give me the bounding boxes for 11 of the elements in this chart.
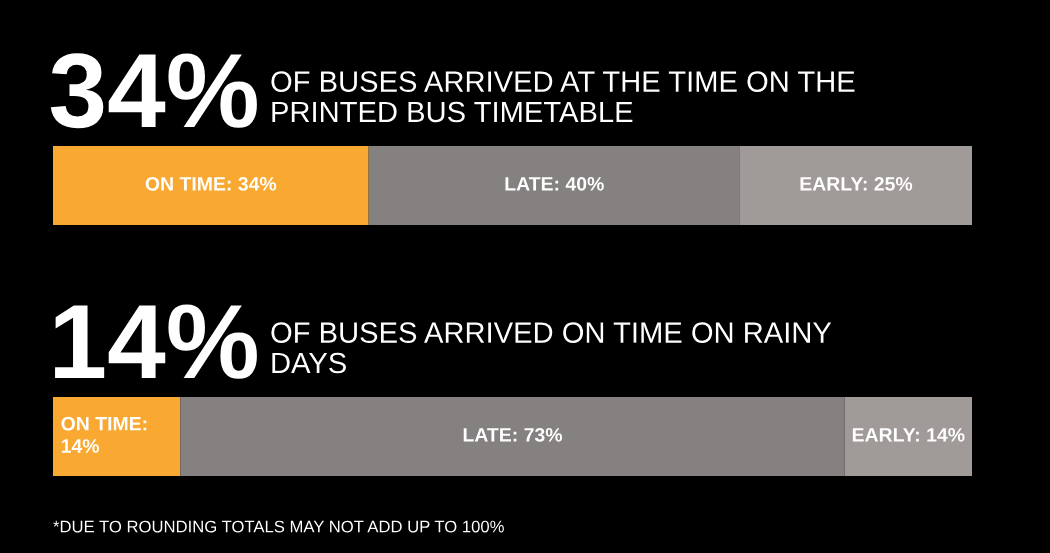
chart-subtitle: OF BUSES ARRIVED ON TIME ON RAINY DAYS xyxy=(271,322,832,374)
data-label: ON TIME: 14% xyxy=(61,416,147,453)
data-label: EARLY: 14% xyxy=(852,428,965,442)
chart-title: 14% xyxy=(55,304,257,379)
data-label: EARLY: 25% xyxy=(800,176,913,191)
chart-title: 34% xyxy=(50,53,257,129)
chart-subtitle: OF BUSES ARRIVED AT THE TIME ON THE PRINTED BUS TIMETABLE xyxy=(271,71,855,123)
data-label: LATE: 73% xyxy=(463,427,563,442)
data-label: LATE: 40% xyxy=(505,176,604,191)
data-label: ON TIME: 34% xyxy=(145,176,277,191)
text: *DUE TO ROUNDING TOTALS MAY NOT ADD UP TO 100% xyxy=(53,520,504,533)
